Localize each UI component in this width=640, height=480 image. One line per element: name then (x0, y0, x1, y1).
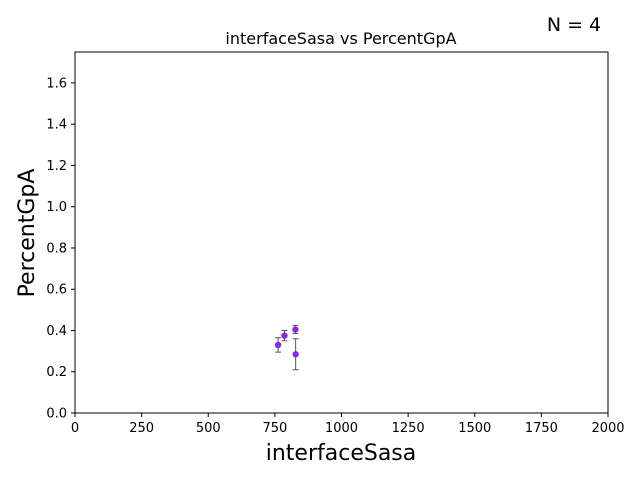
data-points (274, 324, 299, 371)
data-point (292, 326, 299, 333)
x-tick-label: 2000 (591, 421, 624, 436)
x-tick-label: 500 (196, 421, 221, 436)
x-tick-label: 1000 (325, 421, 358, 436)
x-tick-label: 750 (262, 421, 287, 436)
y-axis-label: PercentGpA (15, 169, 40, 298)
chart-title: interfaceSasa vs PercentGpA (225, 29, 456, 48)
x-tick-label: 1750 (525, 421, 558, 436)
x-tick-label: 1250 (392, 421, 425, 436)
y-axis: 0.0 0.2 0.4 0.6 0.8 1.0 1.2 1.4 1.6 (46, 76, 75, 422)
y-tick-label: 0.4 (46, 324, 67, 339)
y-tick-label: 1.0 (46, 200, 67, 215)
y-tick-label: 0.2 (46, 365, 67, 380)
count-annotation: N = 4 (547, 14, 601, 36)
y-tick-label: 1.6 (46, 76, 67, 91)
x-tick-label: 1500 (458, 421, 491, 436)
plot-area (74, 51, 609, 414)
data-point (292, 351, 299, 358)
y-tick-label: 0.6 (46, 283, 67, 298)
y-tick-label: 1.2 (46, 159, 67, 174)
y-tick-label: 0.0 (46, 407, 67, 422)
x-axis-label: interfaceSasa (266, 441, 417, 466)
y-tick-label: 0.8 (46, 241, 67, 256)
x-tick-label: 250 (129, 421, 154, 436)
data-point (281, 332, 288, 339)
x-tick-label: 0 (71, 421, 79, 436)
data-point (274, 341, 282, 349)
x-axis: 0 250 500 750 1000 1250 1500 1750 2000 (71, 413, 625, 436)
y-tick-label: 1.4 (46, 118, 67, 133)
